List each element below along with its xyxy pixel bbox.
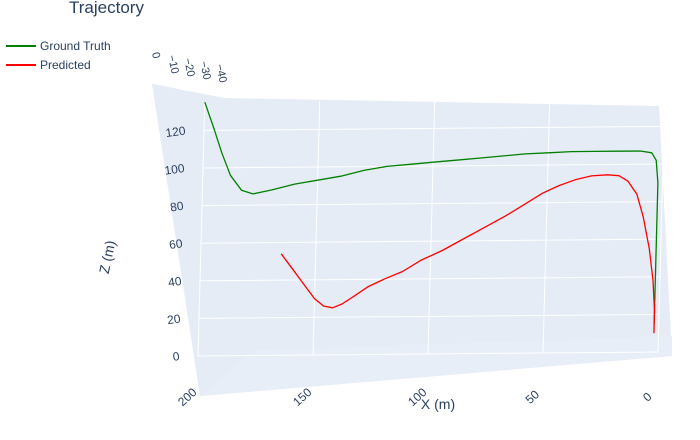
- z-tick-label: 40: [167, 274, 182, 290]
- grid-lines: [197, 98, 666, 357]
- legend-item-predicted[interactable]: Predicted: [6, 55, 111, 74]
- legend-label-ground-truth: Ground Truth: [40, 38, 111, 53]
- grid-line-x: [542, 99, 551, 354]
- grid-line-z: [203, 125, 665, 131]
- grid-line-z: [201, 201, 663, 207]
- y-tick-label: 0: [149, 51, 162, 59]
- grid-line-x: [197, 102, 206, 357]
- legend-swatch-ground-truth: [6, 44, 36, 47]
- legend-swatch-predicted: [6, 63, 36, 66]
- z-tick-label: 0: [172, 349, 181, 364]
- legend-label-predicted: Predicted: [40, 57, 91, 72]
- z-tick-label: 20: [166, 311, 181, 327]
- y-tick-label: −20: [181, 57, 197, 78]
- trajectory-traces: [204, 101, 659, 334]
- x-tick-label: 0: [640, 389, 655, 404]
- grid-line-z: [200, 238, 662, 244]
- legend-item-ground-truth[interactable]: Ground Truth: [6, 36, 111, 55]
- y-tick-label: −40: [213, 63, 229, 84]
- z-tick-label: 80: [169, 199, 184, 215]
- trace-ground-truth: [204, 101, 659, 324]
- grid-line-x: [657, 98, 666, 353]
- chart-title: Trajectory: [69, 0, 144, 17]
- y-tick-label: −30: [197, 60, 213, 81]
- z-tick-label: 120: [165, 123, 187, 140]
- z-tick-label: 60: [168, 236, 183, 252]
- x-tick-label: 200: [175, 385, 199, 409]
- grid-line-x: [427, 100, 436, 355]
- x-tick-label: 150: [290, 385, 314, 409]
- y-tick-label: −10: [165, 54, 181, 75]
- grid-line-z: [202, 163, 664, 169]
- legend[interactable]: Ground Truth Predicted: [6, 36, 111, 74]
- x-tick-label: 50: [523, 387, 543, 407]
- grid-line-x: [312, 101, 321, 356]
- grid-line-z: [198, 313, 660, 319]
- z-tick-label: 100: [164, 161, 186, 178]
- grid-line-z: [199, 276, 661, 282]
- grid-line-z: [197, 351, 659, 357]
- z-axis-label: Z (m): [96, 239, 119, 275]
- floor-plane: [200, 336, 672, 396]
- x-axis-label: X (m): [421, 396, 455, 412]
- trace-predicted: [280, 174, 656, 334]
